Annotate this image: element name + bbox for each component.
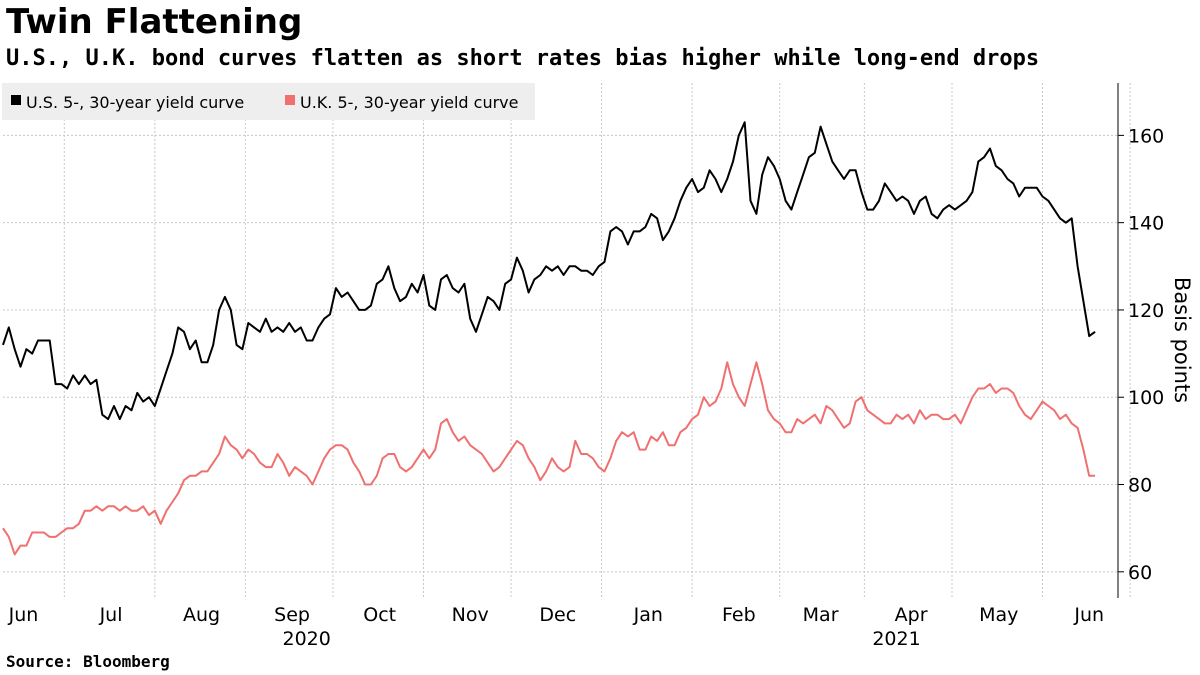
x-tick-label-4: Oct xyxy=(363,604,396,626)
chart-title: Twin Flattening xyxy=(6,2,303,42)
y-tick-label-80: 80 xyxy=(1128,475,1152,497)
y-tick-label-140: 140 xyxy=(1128,213,1164,235)
legend-swatch-us xyxy=(11,95,21,105)
legend-label-uk: U.K. 5-, 30-year yield curve xyxy=(300,93,519,112)
x-year-label-0: 2020 xyxy=(283,628,331,650)
x-tick-label-7: Jan xyxy=(633,604,663,626)
x-axis-ticks: Jun Jul Aug Sep Oct Nov Dec Jan Feb Mar Apr May Jun 2… xyxy=(8,604,1104,650)
y-tick-label-60: 60 xyxy=(1128,562,1152,584)
y-tick-label-160: 160 xyxy=(1128,125,1164,147)
x-tick-label-10: Apr xyxy=(895,604,928,626)
series-line-uk xyxy=(2,361,1096,556)
gridlines xyxy=(3,83,1131,598)
x-tick-label-2: Aug xyxy=(183,604,220,626)
legend-background xyxy=(2,83,535,120)
series-group xyxy=(2,121,1096,556)
chart-subtitle: U.S., U.K. bond curves flatten as short … xyxy=(6,46,1040,71)
x-tick-label-8: Feb xyxy=(722,604,756,626)
x-tick-label-5: Nov xyxy=(452,604,489,626)
legend: U.S. 5-, 30-year yield curve U.K. 5-, 30… xyxy=(2,83,535,120)
y-tick-label-100: 100 xyxy=(1128,387,1164,409)
x-tick-label-0: Jun xyxy=(8,604,39,626)
x-tick-label-1: Jul xyxy=(99,604,123,626)
legend-label-us: U.S. 5-, 30-year yield curve xyxy=(26,93,244,112)
y-tick-label-120: 120 xyxy=(1128,300,1164,322)
source-note: Source: Bloomberg xyxy=(6,652,170,671)
series-line-us xyxy=(2,121,1096,421)
legend-swatch-uk xyxy=(285,95,295,105)
x-year-label-1: 2021 xyxy=(872,628,920,650)
x-tick-label-3: Sep xyxy=(274,604,310,626)
y-axis-label: Basis points xyxy=(1170,277,1194,403)
y-axis-ticks: 60 80 100 120 140 160 xyxy=(1118,125,1164,584)
x-tick-label-6: Dec xyxy=(539,604,576,626)
x-tick-label-12: Jun xyxy=(1073,604,1104,626)
x-tick-label-11: May xyxy=(979,604,1018,626)
x-tick-label-9: Mar xyxy=(803,604,839,626)
